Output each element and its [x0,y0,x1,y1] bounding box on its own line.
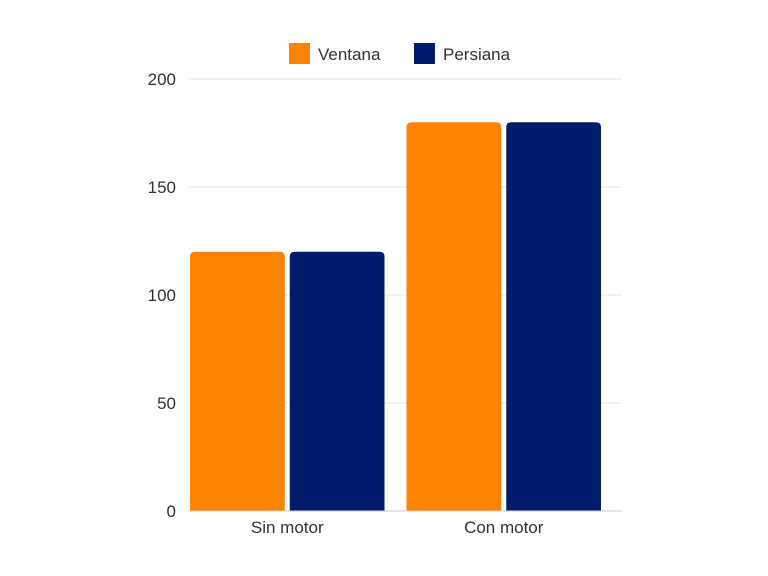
y-tick-label: 150 [148,178,176,197]
legend-swatch-persiana [414,43,435,64]
y-tick-label: 200 [148,70,176,89]
y-tick-label: 50 [157,394,176,413]
bar-ventana-sin-motor [190,251,285,512]
y-axis: 0 50 100 150 200 [148,70,176,521]
y-tick-label: 100 [148,286,176,305]
legend-swatch-ventana [289,43,310,64]
bar-persiana-sin-motor [289,251,385,512]
bars [190,122,601,512]
bar-ventana-con-motor [406,122,502,511]
y-tick-label: 0 [167,502,176,521]
x-category-label: Con motor [464,518,544,537]
legend: Ventana Persiana [289,43,511,64]
x-axis: Sin motor Con motor [251,518,544,537]
legend-label-persiana: Persiana [443,45,511,64]
bar-persiana-con-motor [506,122,601,511]
legend-label-ventana: Ventana [318,45,381,64]
x-category-label: Sin motor [251,518,324,537]
